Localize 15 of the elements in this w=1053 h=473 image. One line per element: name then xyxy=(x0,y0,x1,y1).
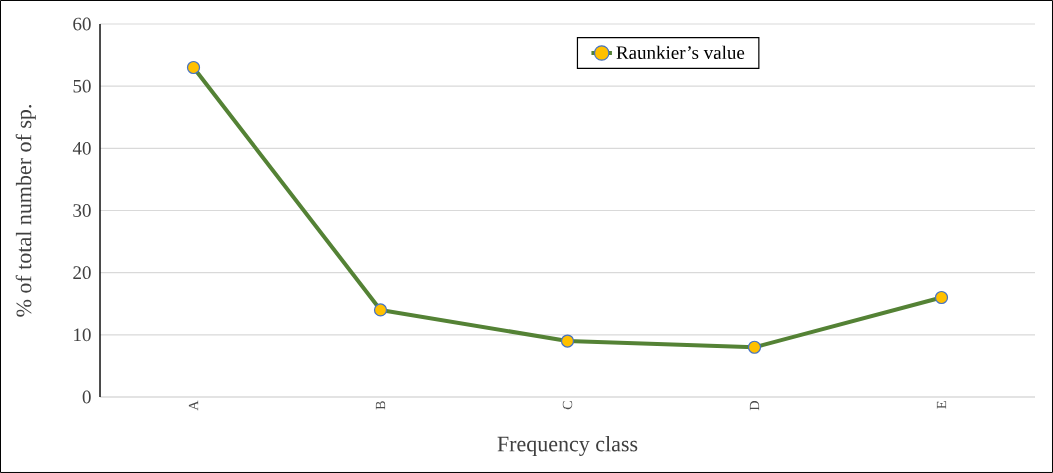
x-axis-title: Frequency class xyxy=(497,435,638,456)
y-axis-title: % of total number of sp. xyxy=(15,105,36,317)
x-tick-label: C xyxy=(562,401,573,410)
y-tick-label: 40 xyxy=(72,141,91,155)
y-tick-label: 10 xyxy=(74,328,91,342)
x-tick-label: A xyxy=(188,400,199,411)
y-tick-label: 30 xyxy=(73,204,91,217)
y-tick-label: 60 xyxy=(73,17,91,31)
y-tick-label: 0 xyxy=(82,390,91,404)
x-tick-label: B xyxy=(375,401,386,410)
y-tick-label: 20 xyxy=(73,266,91,280)
legend-label: Raunkier’s value xyxy=(616,45,745,60)
x-tick-label: D xyxy=(749,401,760,411)
y-tick-label: 50 xyxy=(73,79,91,93)
x-tick-label: E xyxy=(936,401,947,409)
